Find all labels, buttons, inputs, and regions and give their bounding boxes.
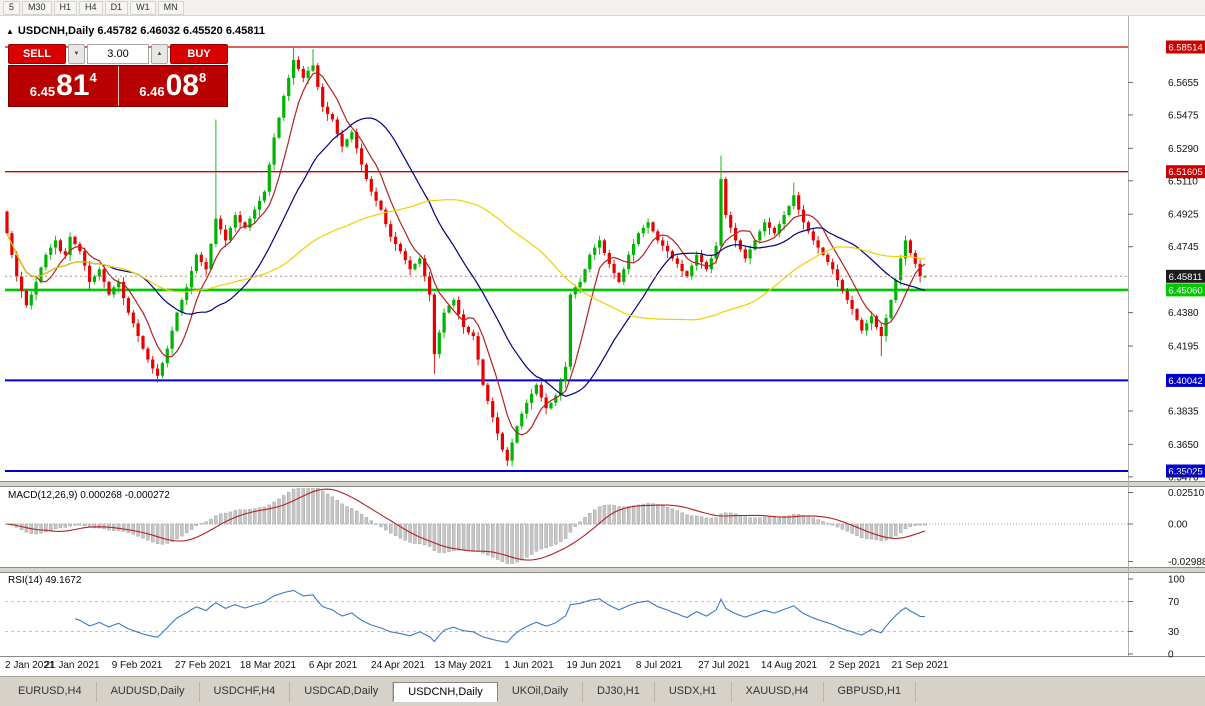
- svg-text:6.4380: 6.4380: [1168, 308, 1199, 319]
- svg-text:6.58514: 6.58514: [1168, 43, 1202, 54]
- tab-usdcad-daily[interactable]: USDCAD,Daily: [290, 682, 394, 702]
- ma-7: [6, 71, 926, 436]
- svg-text:6.45060: 6.45060: [1168, 285, 1202, 296]
- tab-usdcnh-daily[interactable]: USDCNH,Daily: [393, 682, 498, 702]
- svg-text:6 Apr 2021: 6 Apr 2021: [309, 660, 358, 671]
- volume-input[interactable]: [87, 44, 149, 64]
- volume-decrease-button[interactable]: ▼: [68, 44, 85, 64]
- svg-text:27 Jul 2021: 27 Jul 2021: [698, 660, 750, 671]
- sell-price-display[interactable]: 6.45 81 4: [9, 66, 118, 106]
- chart-window: 6.58514 6.51605 6.45060 6.40042 6.35025 6.458…: [0, 16, 1205, 676]
- period-toolbar: 5 M30 H1 H4 D1 W1 MN: [0, 0, 1205, 16]
- one-click-trading-panel: SELL ▼ ▲ BUY 6.45 81 4 6.46 08 8: [8, 44, 228, 107]
- period-button-h1[interactable]: H1: [53, 0, 78, 15]
- svg-text:6.3650: 6.3650: [1168, 440, 1199, 451]
- sell-price-prefix: 6.45: [29, 84, 56, 99]
- period-button-m30[interactable]: M30: [22, 0, 52, 15]
- svg-text:21 Sep 2021: 21 Sep 2021: [892, 660, 949, 671]
- svg-text:0.02510: 0.02510: [1168, 488, 1205, 499]
- svg-text:14 Aug 2021: 14 Aug 2021: [761, 660, 818, 671]
- tab-usdchf-h4[interactable]: USDCHF,H4: [199, 682, 291, 702]
- period-button-mn[interactable]: MN: [157, 0, 184, 15]
- svg-text:100: 100: [1168, 575, 1185, 586]
- tab-usdx-h1[interactable]: USDX,H1: [654, 682, 732, 702]
- period-button-5[interactable]: 5: [3, 0, 21, 15]
- buy-price-main: 08: [165, 69, 199, 102]
- level-lines[interactable]: [5, 46, 1128, 472]
- ma-56: [6, 199, 926, 321]
- period-button-w1[interactable]: W1: [130, 0, 156, 15]
- svg-text:21 Jan 2021: 21 Jan 2021: [44, 660, 99, 671]
- svg-text:-0.02988: -0.02988: [1168, 557, 1205, 568]
- svg-text:8 Jul 2021: 8 Jul 2021: [636, 660, 683, 671]
- svg-text:6.35025: 6.35025: [1168, 467, 1202, 478]
- svg-text:6.40042: 6.40042: [1168, 376, 1202, 387]
- svg-text:1 Jun 2021: 1 Jun 2021: [504, 660, 554, 671]
- svg-text:2 Sep 2021: 2 Sep 2021: [829, 660, 881, 671]
- buy-button[interactable]: BUY: [170, 44, 228, 64]
- moving-average-lines: [6, 71, 926, 436]
- candles: [5, 47, 927, 467]
- svg-text:30: 30: [1168, 627, 1180, 638]
- volume-increase-button[interactable]: ▲: [151, 44, 168, 64]
- svg-text:6.3470: 6.3470: [1168, 472, 1199, 483]
- svg-text:6.5290: 6.5290: [1168, 144, 1199, 155]
- svg-text:70: 70: [1168, 597, 1180, 608]
- svg-text:13 May 2021: 13 May 2021: [434, 660, 492, 671]
- tab-ukoil-daily[interactable]: UKOil,Daily: [497, 682, 584, 702]
- macd-indicator-label: MACD(12,26,9) 0.000268 -0.000272: [8, 490, 170, 501]
- svg-text:6.5110: 6.5110: [1168, 176, 1198, 187]
- svg-text:6.4195: 6.4195: [1168, 342, 1199, 353]
- period-button-d1[interactable]: D1: [104, 0, 129, 15]
- buy-price-prefix: 6.46: [139, 84, 165, 99]
- svg-text:19 Jun 2021: 19 Jun 2021: [566, 660, 621, 671]
- buy-price-display[interactable]: 6.46 08 8: [117, 66, 228, 106]
- buy-price-sup: 8: [198, 70, 207, 85]
- rsi-line: [74, 589, 925, 643]
- svg-text:6.45811: 6.45811: [1169, 272, 1203, 283]
- sell-price-main: 81: [56, 69, 90, 102]
- svg-text:6.5475: 6.5475: [1168, 110, 1199, 121]
- tab-dj30-h1[interactable]: DJ30,H1: [583, 682, 655, 702]
- svg-text:6.51605: 6.51605: [1168, 167, 1202, 178]
- macd-signal-line: [6, 488, 926, 561]
- tab-gbpusd-h1[interactable]: GBPUSD,H1: [823, 682, 917, 702]
- trade-panel-toggle-icon[interactable]: ▲: [6, 26, 14, 36]
- ma-22: [6, 117, 926, 397]
- macd-pane: [5, 488, 1128, 564]
- rsi-indicator-label: RSI(14) 49.1672: [8, 575, 82, 586]
- svg-text:24 Apr 2021: 24 Apr 2021: [371, 660, 425, 671]
- chart-title: USDCNH,Daily 6.45782 6.46032 6.45520 6.4…: [17, 25, 265, 37]
- chart-canvas[interactable]: 6.585146.516056.450606.400426.350256.458…: [0, 16, 1205, 676]
- period-button-h4[interactable]: H4: [79, 0, 103, 15]
- rsi-pane: [5, 589, 1128, 643]
- sell-price-sup: 4: [89, 70, 97, 85]
- chart-title-row: ▲ USDCNH,Daily 6.45782 6.46032 6.45520 6…: [6, 25, 265, 37]
- svg-text:18 Mar 2021: 18 Mar 2021: [240, 660, 297, 671]
- svg-text:6.3835: 6.3835: [1168, 407, 1199, 418]
- tab-eurusd-h4[interactable]: EURUSD,H4: [4, 682, 97, 702]
- price-axis: 6.58514 6.51605 6.45060 6.40042 6.35025 6.458…: [1128, 40, 1205, 661]
- sell-button[interactable]: SELL: [8, 44, 66, 64]
- tab-xauusd-h4[interactable]: XAUUSD,H4: [731, 682, 824, 702]
- tab-audusd-daily[interactable]: AUDUSD,Daily: [96, 682, 200, 702]
- svg-text:27 Feb 2021: 27 Feb 2021: [175, 660, 232, 671]
- svg-text:6.5655: 6.5655: [1168, 78, 1199, 89]
- svg-text:0.00: 0.00: [1168, 520, 1188, 531]
- svg-text:6.4745: 6.4745: [1168, 242, 1199, 253]
- svg-text:2 Jan 2021: 2 Jan 2021: [5, 660, 55, 671]
- pane-frames: [0, 16, 1205, 657]
- svg-text:6.4925: 6.4925: [1168, 210, 1199, 221]
- svg-text:9 Feb 2021: 9 Feb 2021: [112, 660, 163, 671]
- svg-text:0: 0: [1168, 650, 1174, 661]
- chart-tab-bar: EURUSD,H4 AUDUSD,Daily USDCHF,H4 USDCAD,Dai…: [0, 676, 1205, 706]
